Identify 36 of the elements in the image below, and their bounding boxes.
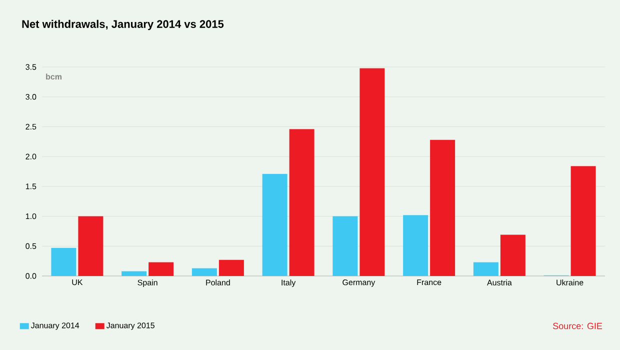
bar [51, 248, 76, 276]
bar [192, 268, 217, 276]
x-tick-label: France [417, 280, 442, 286]
bar [403, 215, 428, 276]
bar [430, 140, 456, 276]
y-tick-label: 0.0 [26, 273, 36, 279]
y-axis-title: bcm [46, 74, 62, 80]
y-tick-label: 2.0 [26, 154, 36, 160]
y-tick-label: 3.5 [26, 64, 36, 70]
y-tick-label: 1.5 [26, 184, 36, 190]
legend-label: January 2014 [31, 322, 80, 330]
x-tick-label: Austria [486, 280, 512, 286]
bar [360, 68, 385, 276]
x-tick-label: Italy [282, 280, 296, 287]
bar [570, 166, 596, 276]
x-tick-label: UK [72, 280, 83, 286]
x-tick-label: Ukraine [556, 280, 584, 286]
bar [148, 262, 174, 276]
bar [262, 174, 288, 276]
bar [78, 216, 104, 276]
bar [289, 129, 314, 276]
source-note: Source: GIE [553, 322, 602, 330]
x-tick-label: Spain [138, 280, 158, 287]
bar [218, 260, 244, 276]
chart-title: Net withdrawals, January 2014 vs 2015 [22, 20, 224, 30]
bar [473, 262, 498, 276]
y-tick-label: 0.5 [26, 243, 36, 249]
bar [500, 234, 526, 276]
x-tick-label: Germany [342, 280, 376, 287]
legend-label: January 2015 [106, 322, 154, 330]
bar [122, 271, 147, 276]
x-tick-label: Poland [206, 280, 230, 286]
y-tick-label: 2.5 [26, 124, 36, 130]
bar [332, 216, 358, 276]
y-tick-label: 3.0 [26, 94, 36, 100]
y-tick-label: 1.0 [26, 213, 36, 220]
